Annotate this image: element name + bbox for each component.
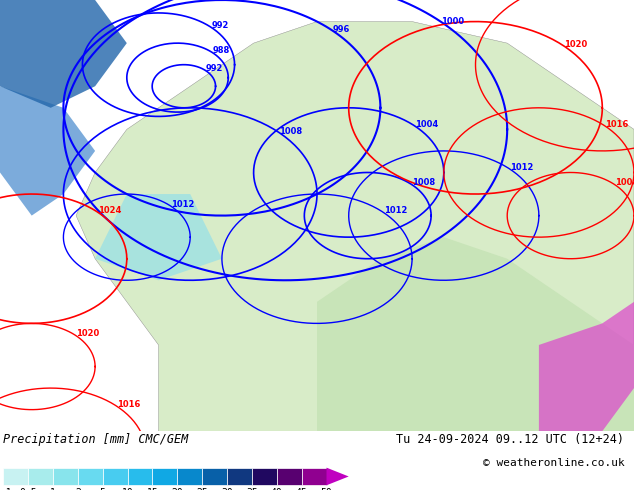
Text: 1024: 1024 [98, 206, 122, 216]
Bar [127, 467, 152, 485]
Bar [28, 467, 53, 485]
Text: 2: 2 [75, 488, 81, 490]
Text: 1004: 1004 [415, 120, 439, 129]
Text: 1020: 1020 [76, 329, 100, 338]
Text: 50: 50 [321, 488, 332, 490]
Bar [78, 467, 103, 485]
Polygon shape [0, 86, 95, 216]
Bar [227, 467, 252, 485]
Text: 15: 15 [146, 488, 158, 490]
Text: 45: 45 [296, 488, 307, 490]
Text: 0.5: 0.5 [19, 488, 37, 490]
Text: 5: 5 [100, 488, 106, 490]
Text: 992: 992 [206, 64, 223, 73]
Text: 1020: 1020 [564, 41, 588, 49]
Text: 1: 1 [50, 488, 56, 490]
Text: 1008: 1008 [279, 127, 302, 136]
Polygon shape [95, 194, 222, 280]
Bar [103, 467, 127, 485]
Bar [178, 467, 202, 485]
Text: 1016: 1016 [605, 120, 629, 129]
Text: 996: 996 [333, 25, 350, 34]
Text: Precipitation [mm] CMC/GEM: Precipitation [mm] CMC/GEM [3, 433, 188, 446]
Text: 40: 40 [271, 488, 283, 490]
Text: 1012: 1012 [384, 206, 407, 216]
Text: © weatheronline.co.uk: © weatheronline.co.uk [482, 458, 624, 467]
Bar [302, 467, 327, 485]
Polygon shape [327, 467, 349, 485]
Bar [3, 467, 28, 485]
Text: Tu 24-09-2024 09..12 UTC (12+24): Tu 24-09-2024 09..12 UTC (12+24) [396, 433, 624, 446]
Bar [252, 467, 277, 485]
Text: 992: 992 [212, 22, 229, 30]
Bar [53, 467, 78, 485]
Text: 0.1: 0.1 [0, 488, 12, 490]
Polygon shape [317, 237, 634, 431]
Text: 1016: 1016 [117, 400, 141, 410]
Bar [277, 467, 302, 485]
Text: 1000: 1000 [441, 17, 463, 25]
Text: 1012: 1012 [171, 200, 195, 209]
Polygon shape [539, 302, 634, 431]
Text: 20: 20 [171, 488, 183, 490]
Text: 1012: 1012 [510, 163, 534, 172]
Text: 35: 35 [246, 488, 258, 490]
Text: 25: 25 [197, 488, 208, 490]
Polygon shape [0, 0, 127, 108]
Text: 988: 988 [213, 47, 230, 55]
Text: 1008: 1008 [412, 178, 435, 187]
Polygon shape [76, 22, 634, 431]
Text: 30: 30 [221, 488, 233, 490]
Bar [202, 467, 227, 485]
Text: 10: 10 [122, 488, 133, 490]
Bar [152, 467, 178, 485]
Text: 1008: 1008 [615, 178, 634, 187]
